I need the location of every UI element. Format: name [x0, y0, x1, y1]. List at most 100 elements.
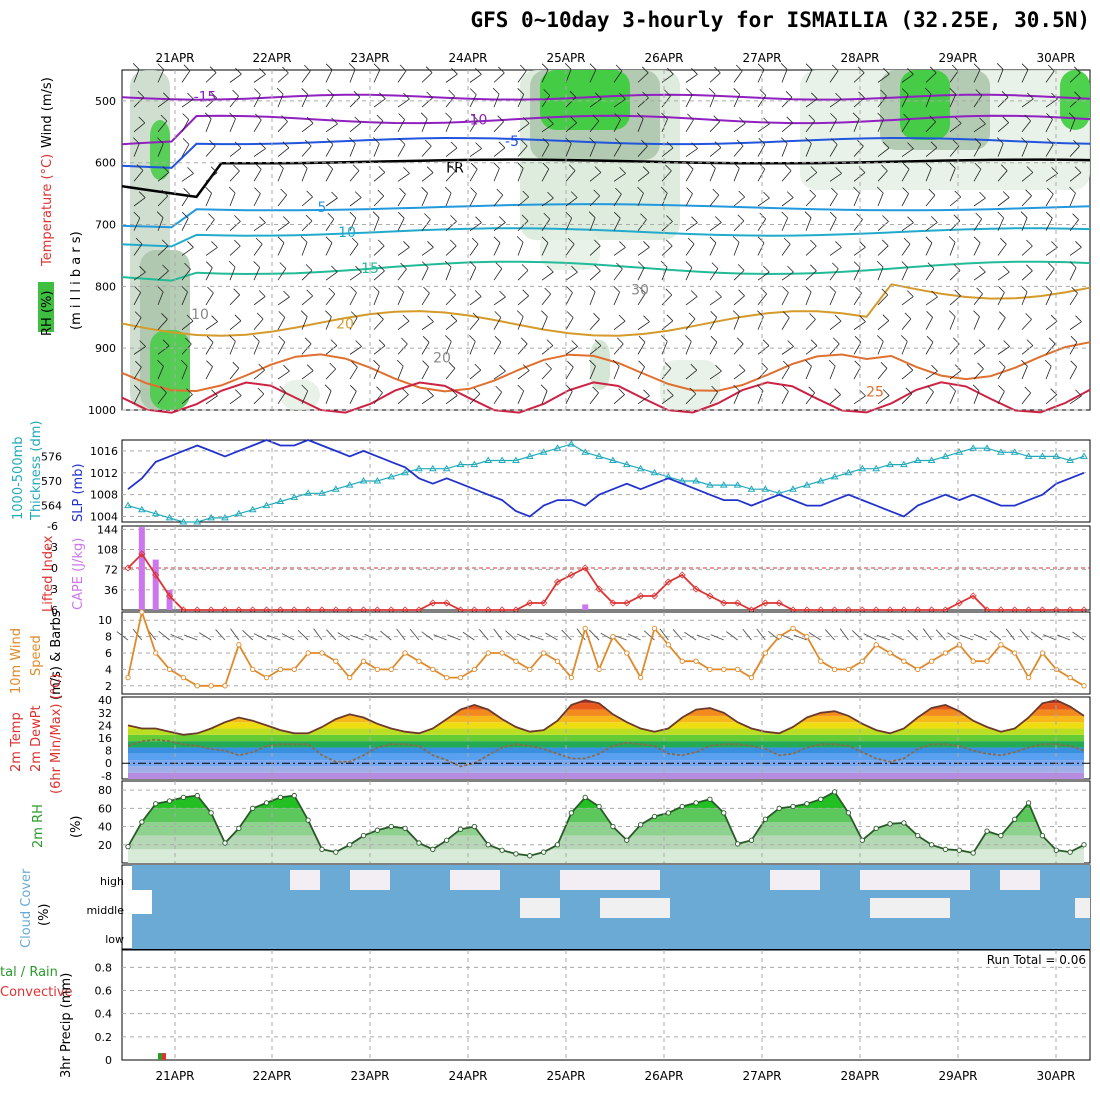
lifted-index-line-point — [526, 599, 534, 607]
thickness-line-point — [927, 456, 936, 463]
wind-speed-line-point — [831, 666, 838, 673]
wind-speed-line-point — [776, 633, 782, 640]
rh-line-point — [970, 850, 976, 856]
upper-wind-barb — [901, 290, 914, 306]
pressure-tick: 900 — [95, 342, 116, 355]
temp-tick: 16 — [98, 732, 112, 745]
upper-wind-barb — [253, 335, 260, 355]
date-label: 27APR — [742, 1069, 781, 1083]
upper-wind-barb — [373, 63, 381, 83]
upper-wind-barb — [613, 64, 623, 83]
upper-wind-barb — [949, 162, 956, 182]
wind-speed-line-point — [139, 609, 145, 615]
upper-wind-barb — [181, 314, 194, 330]
wind-speed-line-point — [416, 658, 422, 664]
upper-wind-barb — [277, 262, 287, 281]
upper-wind-barb — [588, 211, 596, 231]
upper-wind-barb — [925, 364, 938, 380]
lifted-index-line-point — [706, 592, 714, 600]
thickness-line-point — [706, 481, 714, 488]
upper-wind-barb — [949, 384, 956, 404]
temp-label-c: (6hr Min/Max) (°C) — [49, 674, 64, 794]
thickness-line-point — [456, 460, 465, 468]
upper-wind-barb — [349, 90, 361, 108]
thickness-line-point — [553, 444, 562, 451]
rh-line-point — [1067, 849, 1073, 855]
thickness-line-point — [719, 481, 728, 488]
upper-wind-barb — [229, 288, 240, 306]
upper-wind-barb — [1021, 92, 1034, 108]
upper-wind-barb — [709, 335, 718, 355]
wind-speed-line-point — [804, 633, 810, 640]
thickness-line-point — [733, 481, 742, 488]
upper-wind-barb — [421, 389, 434, 405]
upper-wind-barb — [637, 66, 649, 83]
upper-wind-barb — [397, 113, 405, 133]
upper-wind-barb — [493, 385, 503, 405]
rh-line-point — [790, 803, 796, 810]
upper-wind-barb — [373, 386, 383, 405]
upper-wind-barb — [300, 162, 308, 182]
upper-wind-barb — [228, 260, 236, 281]
upper-wind-barb — [349, 311, 358, 330]
upper-wind-barb — [157, 359, 164, 380]
thickness-tick: 564 — [41, 500, 62, 513]
wind-speed-line-point — [194, 683, 200, 689]
upper-wind-barb — [444, 260, 452, 281]
upper-wind-barb — [469, 68, 482, 83]
upper-wind-barb — [661, 164, 672, 182]
wind-speed-line-point — [305, 650, 311, 656]
upper-wind-barb — [492, 87, 500, 108]
upper-wind-barb — [565, 385, 573, 404]
upper-wind-barb — [301, 364, 314, 380]
lifted-index-label: Lifted Index — [41, 535, 56, 612]
upper-wind-barb — [516, 310, 524, 330]
cloud-high-cell — [560, 870, 660, 890]
upper-wind-barb — [637, 91, 649, 108]
wind-speed-line-point — [818, 658, 824, 664]
upper-wind-barb — [253, 387, 265, 405]
wind-speed-line-point — [444, 674, 450, 681]
upper-wind-barb — [781, 265, 794, 281]
wind-speed-line-point — [721, 666, 727, 673]
wind-speed-line-point — [637, 674, 644, 681]
pressure-ticks: 500 600 700 800 900 1000 — [88, 95, 1090, 417]
wind-speed-line-point — [984, 658, 990, 664]
upper-wind-barb — [589, 239, 601, 256]
thickness-line — [127, 443, 1085, 523]
thickness-line-point — [636, 464, 645, 472]
pressure-tick: 800 — [95, 280, 116, 293]
wind-barb — [989, 630, 1002, 641]
rh-line-point — [236, 825, 242, 832]
upper-wind-barb — [421, 360, 429, 380]
rh-line-point — [901, 820, 907, 826]
thickness-line-point — [996, 448, 1005, 455]
rh-line-point — [942, 846, 949, 852]
date-label: 30APR — [1036, 51, 1075, 65]
upper-wind-barb — [565, 211, 573, 231]
pressure-tick: 600 — [95, 157, 116, 170]
cape-tick: 72 — [104, 564, 118, 577]
upper-wind-barb — [829, 241, 842, 256]
upper-wind-barb — [733, 64, 743, 83]
upper-wind-barb — [997, 211, 1005, 231]
upper-wind-barb — [613, 314, 626, 330]
contour-25 — [121, 341, 1091, 393]
upper-wind-barb — [733, 139, 744, 157]
upper-wind-barb — [1045, 64, 1055, 83]
date-label: 21APR — [155, 51, 194, 65]
cape-bars — [138, 527, 589, 610]
upper-wind-barb — [157, 92, 170, 108]
upper-wind-barb — [253, 113, 262, 133]
wind-tick: 6 — [105, 647, 112, 660]
rh-shade-region — [900, 70, 950, 140]
upper-wind-barb — [925, 385, 934, 405]
wind-barb — [1072, 631, 1085, 641]
upper-wind-barb — [925, 66, 937, 83]
rh-line-point — [139, 819, 145, 825]
cloud-mid-cell — [132, 890, 152, 914]
upper-wind-barb — [229, 112, 236, 132]
rh-shading — [130, 70, 1090, 410]
wind-barb — [659, 628, 669, 641]
upper-wind-barb — [493, 115, 504, 133]
